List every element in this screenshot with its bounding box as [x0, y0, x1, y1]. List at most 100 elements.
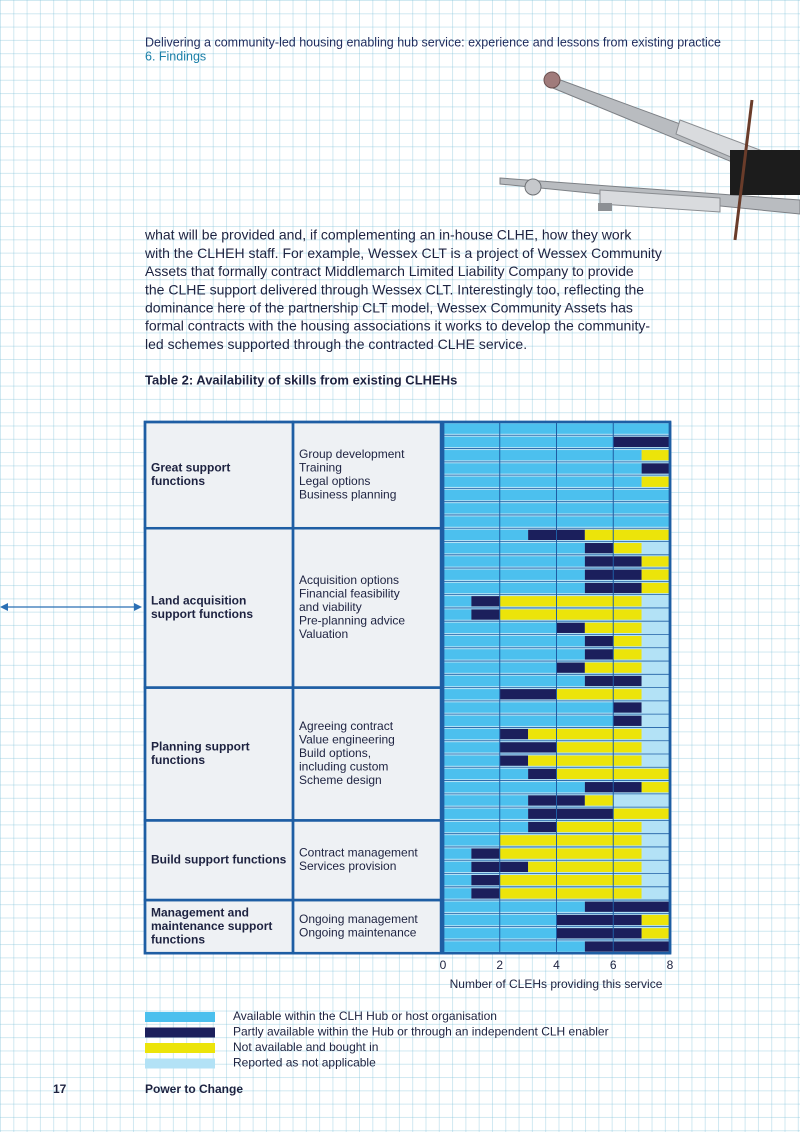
legend-label: Not available and bought in [233, 1040, 378, 1054]
bar-segment [641, 755, 670, 766]
bar-segment [613, 702, 642, 713]
function-label: Build options, [299, 746, 371, 760]
bar-segment [584, 529, 670, 541]
x-tick-label: 4 [553, 958, 560, 972]
bar-segment [443, 436, 614, 448]
bar-segment [556, 662, 585, 673]
function-label: Financial feasibility [299, 587, 400, 601]
bar-segment [471, 609, 500, 620]
function-label: Contract management [299, 846, 418, 860]
bar-segment [443, 596, 472, 607]
bar-segment [613, 808, 670, 819]
function-label: Scheme design [299, 773, 382, 787]
bar-segment [471, 888, 500, 899]
bar-segment [641, 742, 670, 753]
bar-segment [641, 476, 670, 487]
bar-segment [499, 848, 642, 859]
bar-segment [556, 742, 642, 753]
bar-segment [443, 875, 472, 886]
bar-segment [641, 875, 670, 886]
body-line: the CLHE support delivered through Wesse… [145, 281, 644, 297]
bar-segment [443, 556, 585, 567]
function-label: including custom [299, 760, 388, 774]
bar-segment [641, 728, 670, 740]
bar-segment [641, 715, 670, 726]
bar-segment [443, 848, 472, 859]
legend-label: Partly available within the Hub or throu… [233, 1025, 609, 1039]
bar-segment [584, 901, 670, 912]
x-tick-label: 8 [667, 958, 674, 972]
bar-segment [443, 609, 472, 620]
function-label: Group development [299, 447, 405, 461]
bar-segment [641, 821, 670, 833]
bar-segment [556, 622, 585, 633]
body-line: what will be provided and, if complement… [144, 227, 632, 243]
bar-segment [499, 596, 642, 607]
bar-segment [556, 821, 642, 833]
bar-segment [641, 689, 670, 700]
bar-segment [443, 450, 642, 461]
function-label: Business planning [299, 488, 396, 502]
bar-segment [443, 702, 614, 713]
group-label: functions [151, 753, 205, 767]
legend-label: Reported as not applicable [233, 1056, 376, 1070]
bar-segment [641, 569, 670, 580]
bar-segment [613, 635, 642, 647]
bar-segment [443, 861, 472, 873]
function-label: Ongoing maintenance [299, 926, 417, 940]
body-line: led schemes supported through the contra… [145, 336, 527, 352]
x-tick-label: 2 [496, 958, 503, 972]
bar-segment [641, 556, 670, 567]
body-line: Assets that formally contract Middlemarc… [145, 263, 634, 279]
bar-segment [443, 742, 500, 753]
bar-segment [443, 901, 585, 912]
function-label: Training [299, 461, 342, 475]
bar-segment [499, 728, 529, 740]
bar-segment [528, 861, 642, 873]
bar-segment [641, 662, 670, 673]
bar-segment [443, 675, 585, 687]
bar-segment [499, 609, 642, 620]
bar-segment [443, 569, 585, 580]
bar-segment [443, 941, 585, 952]
bar-segment [613, 436, 670, 448]
bar-segment [443, 755, 500, 766]
bar-segment [641, 928, 670, 939]
bar-segment [584, 649, 614, 660]
bar-segment [613, 649, 642, 660]
bar-segment [641, 649, 670, 660]
group-label: Planning support [151, 739, 250, 753]
bar-segment [443, 728, 500, 740]
bar-segment [556, 928, 642, 939]
bar-segment [443, 835, 500, 846]
bar-segment [641, 914, 670, 926]
function-label: and viability [299, 600, 362, 614]
bar-segment [641, 782, 670, 793]
bar-segment [499, 742, 557, 753]
function-label: Value engineering [299, 733, 395, 747]
body-line: formal contracts with the housing associ… [145, 318, 650, 334]
bar-segment [443, 476, 642, 487]
bar-segment [471, 848, 500, 859]
bar-segment [584, 543, 614, 554]
bar-segment [641, 635, 670, 647]
bar-segment [641, 582, 670, 594]
group-label: support functions [151, 607, 253, 621]
bar-segment [641, 596, 670, 607]
bar-segment [443, 715, 614, 726]
function-label: Legal options [299, 474, 370, 488]
bar-segment [641, 861, 670, 873]
bar-segment [641, 543, 670, 554]
bar-segment [641, 463, 670, 474]
bar-segment [641, 702, 670, 713]
bar-segment [443, 582, 585, 594]
bar-segment [556, 914, 642, 926]
legend-swatch [145, 1012, 215, 1022]
bar-segment [443, 463, 642, 474]
bar-segment [528, 808, 614, 819]
running-title: Delivering a community-led housing enabl… [145, 35, 721, 49]
group-label: functions [151, 932, 205, 946]
bar-segment [641, 622, 670, 633]
function-label: Agreeing contract [299, 719, 394, 733]
